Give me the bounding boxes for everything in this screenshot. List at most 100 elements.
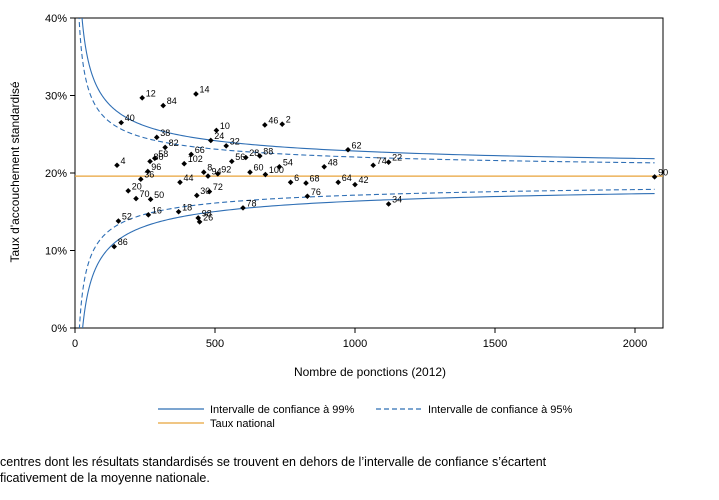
point-marker: [335, 179, 341, 186]
point-marker: [651, 174, 658, 180]
point-marker: [162, 144, 168, 151]
axes: 0% 10% 20% 30% 40% 0 500 1000 1500 2000: [45, 13, 647, 350]
point-marker: [194, 192, 200, 199]
data-point-38: 38: [153, 128, 170, 141]
point-marker: [114, 162, 120, 169]
point-label: 76: [311, 187, 321, 197]
point-label: 46: [268, 115, 278, 125]
data-point-80: 80: [147, 152, 164, 165]
point-label: 24: [214, 131, 224, 141]
data-point-2: 2: [279, 115, 291, 127]
y-tick-label: 0%: [51, 323, 67, 335]
x-tick-label: 1500: [483, 338, 507, 350]
point-label: 38: [160, 128, 170, 138]
data-point-66: 66: [188, 145, 205, 158]
data-point-58: 58: [152, 149, 168, 162]
point-label: 48: [328, 157, 338, 167]
point-marker: [279, 121, 285, 127]
data-point-82: 82: [162, 138, 179, 151]
y-tick-label: 10%: [45, 246, 67, 258]
point-marker: [147, 196, 154, 203]
point-label: 22: [392, 153, 402, 163]
data-point-10: 10: [213, 121, 230, 134]
point-label: 62: [352, 140, 362, 150]
point-marker: [111, 243, 117, 250]
ci99-lower-curve: [82, 192, 655, 328]
point-label: 96: [151, 162, 161, 172]
plot-border: [74, 17, 664, 329]
data-point-56: 56: [229, 152, 245, 165]
data-point-4: 4: [114, 156, 126, 169]
point-marker: [145, 212, 152, 218]
point-label: 64: [342, 173, 352, 183]
point-label: 60: [254, 163, 264, 173]
point-label: 94: [212, 167, 222, 177]
point-label: 30: [200, 186, 210, 196]
point-label: 68: [310, 174, 320, 184]
point-label: 98: [202, 208, 212, 218]
point-marker: [138, 176, 144, 182]
data-point-98: 98: [195, 208, 212, 221]
point-label: 82: [169, 138, 179, 148]
data-point-46: 46: [262, 115, 278, 128]
y-tick-label: 40%: [45, 13, 67, 25]
point-marker: [223, 143, 229, 149]
point-label: 8: [207, 163, 212, 173]
legend-label-national: Taux national: [210, 418, 275, 430]
y-tick-label: 30%: [45, 91, 67, 103]
caption: centres dont les résultats standardisés …: [0, 454, 719, 486]
data-point-18: 18: [175, 202, 192, 215]
point-label: 16: [152, 205, 162, 215]
legend-label-ci95: Intervalle de confiance à 95%: [428, 404, 573, 416]
data-point-74: 74: [370, 156, 387, 169]
point-label: 78: [247, 198, 257, 208]
data-point-20: 20: [125, 181, 142, 194]
point-label: 90: [658, 167, 668, 177]
point-marker: [160, 102, 166, 109]
data-point-6: 6: [287, 173, 299, 186]
x-tick-label: 500: [206, 338, 224, 350]
data-point-70: 70: [133, 189, 150, 202]
point-marker: [196, 219, 203, 225]
data-point-78: 78: [240, 198, 257, 211]
point-label: 26: [203, 212, 213, 222]
point-label: 80: [154, 152, 164, 162]
data-point-94: 94: [205, 167, 222, 179]
point-label: 100: [269, 165, 284, 175]
point-marker: [175, 208, 182, 215]
point-label: 42: [359, 175, 369, 185]
data-point-60: 60: [247, 163, 264, 176]
point-label: 34: [392, 195, 402, 205]
data-point-42: 42: [352, 175, 369, 188]
point-marker: [147, 158, 153, 165]
point-label: 66: [195, 145, 205, 155]
point-marker: [118, 119, 124, 126]
point-marker: [205, 173, 211, 179]
point-label: 58: [158, 149, 168, 159]
point-marker: [133, 195, 139, 202]
data-point-52: 52: [115, 212, 132, 224]
data-point-12: 12: [139, 88, 156, 101]
plot-area: [74, 17, 664, 329]
point-marker: [139, 95, 145, 101]
point-label: 88: [263, 146, 273, 156]
data-point-88: 88: [257, 146, 273, 159]
point-marker: [385, 201, 392, 207]
data-point-16: 16: [145, 205, 162, 218]
legend: Intervalle de confiance à 99% Intervalle …: [158, 404, 573, 430]
point-label: 28: [249, 148, 259, 158]
data-point-102: 102: [181, 154, 203, 167]
data-point-84: 84: [160, 96, 177, 109]
data-point-8: 8: [201, 163, 212, 176]
x-axis-label: Nombre de ponctions (2012): [294, 365, 446, 379]
point-marker: [215, 170, 221, 177]
point-marker: [304, 193, 311, 200]
data-point-50: 50: [147, 190, 164, 203]
point-marker: [188, 151, 194, 158]
point-label: 44: [184, 173, 194, 183]
x-tick-label: 0: [72, 338, 78, 350]
data-point-96: 96: [145, 162, 161, 175]
point-marker: [193, 91, 199, 97]
data-point-24: 24: [208, 131, 224, 144]
